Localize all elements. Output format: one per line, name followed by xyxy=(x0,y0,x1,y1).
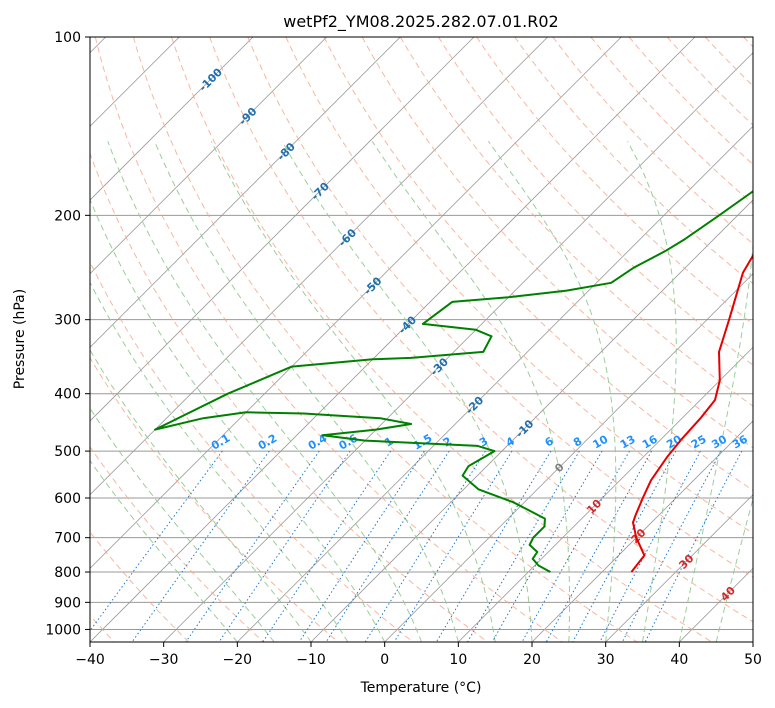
isotherm--100 xyxy=(90,37,254,201)
mixing-ratio-line xyxy=(435,450,552,642)
dry-adiabat xyxy=(90,356,339,642)
mixing-ratio-line xyxy=(599,450,701,642)
dry-adiabat xyxy=(94,37,563,642)
x-tick-label: 30 xyxy=(597,652,615,668)
mixing-ratio-line xyxy=(467,450,580,642)
x-tick-label: −30 xyxy=(149,652,179,668)
x-axis: −40 −30 −20 −10 0 10 20 30 40 50 xyxy=(75,642,762,668)
moist-adiabat xyxy=(281,141,533,642)
y-tick-label: 500 xyxy=(54,444,81,460)
dry-adiabat xyxy=(209,37,753,623)
moist-adiabat xyxy=(90,407,275,642)
isotherm--40 xyxy=(90,37,696,642)
dry-adiabat xyxy=(361,37,753,449)
mixing-ratio-line xyxy=(364,450,486,642)
dry-adiabat xyxy=(90,446,264,642)
y-tick-label: 800 xyxy=(54,565,81,581)
x-axis-label: Temperature (°C) xyxy=(360,680,482,696)
isotherm--90 xyxy=(90,37,327,275)
mixing-ratio-line xyxy=(131,450,270,642)
plot-frame xyxy=(89,36,754,643)
dry-adiabat xyxy=(247,37,753,578)
dry-adiabat xyxy=(552,37,753,245)
chart-title: wetPf2_YM08.2025.282.07.01.R02 xyxy=(283,12,558,32)
x-tick-label: −20 xyxy=(223,652,253,668)
dry-adiabat xyxy=(590,37,753,205)
isotherm-10 xyxy=(458,346,753,642)
y-axis-label: Pressure (hPa) xyxy=(12,289,28,389)
y-axis: 100 200 300 400 500 600 700 800 900 1000 xyxy=(45,30,90,638)
moist-adiabat xyxy=(210,141,496,642)
x-tick-label: 20 xyxy=(523,652,541,668)
mixing-ratio-line xyxy=(545,450,653,642)
isotherm--60 xyxy=(90,37,548,496)
isotherm-20 xyxy=(531,420,753,642)
moist-adiabat xyxy=(715,497,753,642)
mixing-ratio-line xyxy=(621,450,722,642)
y-tick-label: 300 xyxy=(54,313,81,329)
mixing-ratio-line xyxy=(185,450,320,642)
x-tick-label: −40 xyxy=(75,652,105,668)
dry-adiabat xyxy=(171,37,712,642)
isotherm--30 xyxy=(163,52,753,642)
y-tick-label: 700 xyxy=(54,531,81,547)
mixing-ratio-line xyxy=(491,450,603,642)
moist-adiabat xyxy=(90,349,312,642)
mixing-ratio-layer xyxy=(90,450,743,642)
moist-adiabat xyxy=(487,141,617,642)
y-tick-label: 200 xyxy=(54,208,81,224)
y-tick-label: 900 xyxy=(54,595,81,611)
x-tick-label: 10 xyxy=(449,652,467,668)
moist-adiabat xyxy=(678,239,753,642)
dry-adiabat xyxy=(399,37,753,407)
dry-adiabat xyxy=(323,37,753,491)
series-layer xyxy=(154,190,753,573)
dry-adiabat xyxy=(285,37,753,535)
grid-layer xyxy=(90,37,753,642)
isotherm-30 xyxy=(605,494,753,642)
plot-background xyxy=(90,37,753,642)
y-tick-label: 400 xyxy=(54,387,81,403)
x-tick-label: 40 xyxy=(670,652,688,668)
y-tick-label: 100 xyxy=(54,30,81,46)
dewpoint-profile xyxy=(154,190,753,573)
x-tick-label: 0 xyxy=(380,652,389,668)
mixing-ratio-line xyxy=(218,450,351,642)
moist-adiabat xyxy=(90,198,386,642)
mixing-ratio-line xyxy=(521,450,630,642)
moist-adiabat xyxy=(107,141,422,642)
moist-adiabat xyxy=(627,141,677,642)
moist-adiabat xyxy=(371,141,570,642)
moist-adiabat xyxy=(154,141,459,642)
mixing-ratio-line xyxy=(393,450,513,642)
y-tick-label: 600 xyxy=(54,491,81,507)
y-tick-label: 1000 xyxy=(45,622,81,638)
adiabat-layer xyxy=(90,37,753,642)
x-tick-label: 50 xyxy=(744,652,762,668)
isotherm--20 xyxy=(237,125,753,642)
isotherm--50 xyxy=(90,37,622,569)
moist-adiabat xyxy=(90,281,349,642)
isotherm--80 xyxy=(90,37,401,348)
mixing-ratio-line xyxy=(572,450,677,642)
dry-adiabat xyxy=(437,37,753,366)
dry-adiabat xyxy=(90,260,414,642)
temperature-profile xyxy=(630,253,753,573)
moist-adiabat xyxy=(90,459,238,642)
x-tick-label: −10 xyxy=(296,652,326,668)
isotherm-0 xyxy=(384,273,753,642)
isotherm--70 xyxy=(90,37,475,422)
dry-adiabat xyxy=(132,37,638,642)
